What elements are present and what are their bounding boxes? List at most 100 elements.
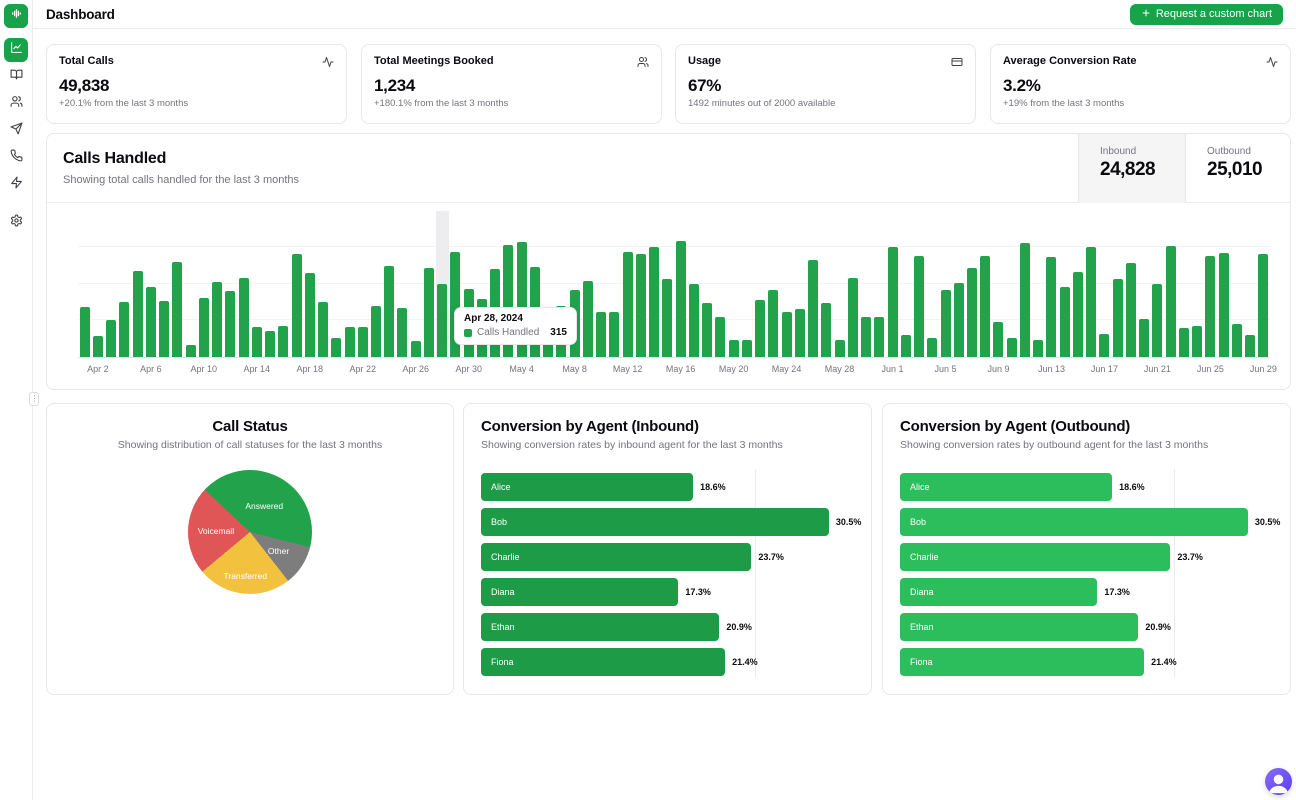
calls-bar[interactable]	[397, 308, 408, 357]
calls-bar[interactable]	[1205, 256, 1216, 357]
calls-bar[interactable]	[1165, 246, 1176, 357]
calls-bar[interactable]	[1245, 335, 1256, 357]
calls-bar[interactable]	[980, 255, 991, 357]
calls-bar[interactable]	[357, 326, 368, 357]
tab-inbound[interactable]: Inbound 24,828	[1078, 134, 1185, 203]
calls-bar[interactable]	[821, 303, 832, 357]
calls-bar[interactable]	[1112, 278, 1123, 357]
calls-bar[interactable]	[212, 281, 223, 357]
agent-bar[interactable]: Bob	[481, 508, 829, 536]
calls-bar[interactable]	[1125, 263, 1136, 357]
calls-bar[interactable]	[278, 325, 289, 357]
calls-bar[interactable]	[794, 309, 805, 357]
sidebar-item-knowledge[interactable]	[4, 65, 28, 89]
calls-bar[interactable]	[768, 290, 779, 357]
calls-bar[interactable]	[1218, 252, 1229, 357]
calls-bar[interactable]	[437, 283, 448, 357]
calls-bar[interactable]	[384, 266, 395, 357]
calls-bar[interactable]	[516, 241, 527, 357]
calls-bar[interactable]	[755, 300, 766, 357]
calls-bar[interactable]	[953, 283, 964, 357]
agent-bar[interactable]: Fiona	[481, 648, 726, 676]
calls-bar[interactable]	[781, 311, 792, 357]
agent-bar[interactable]: Fiona	[900, 648, 1145, 676]
calls-bar[interactable]	[596, 312, 607, 357]
calls-bar[interactable]	[225, 290, 236, 357]
calls-bar[interactable]	[1258, 253, 1269, 357]
sidebar-item-calls[interactable]	[4, 146, 28, 170]
calls-bar[interactable]	[622, 252, 633, 357]
calls-bar[interactable]	[874, 317, 885, 357]
calls-bar[interactable]	[344, 326, 355, 357]
calls-bar[interactable]	[371, 305, 381, 357]
calls-bar[interactable]	[1178, 327, 1189, 357]
agent-bar[interactable]: Alice	[481, 473, 694, 501]
calls-bar[interactable]	[318, 301, 329, 357]
calls-bar[interactable]	[635, 254, 646, 357]
calls-bar[interactable]	[741, 339, 752, 357]
calls-bar[interactable]	[702, 303, 713, 357]
calls-bar[interactable]	[1019, 243, 1030, 357]
calls-bar[interactable]	[331, 337, 342, 357]
calls-bar[interactable]	[675, 241, 686, 357]
agent-bar[interactable]: Ethan	[481, 613, 720, 641]
calls-bar[interactable]	[185, 344, 196, 357]
sidebar-item-automations[interactable]	[4, 173, 28, 197]
agent-bar[interactable]: Diana	[900, 578, 1098, 606]
calls-bar[interactable]	[119, 301, 130, 357]
sidebar-item-agents[interactable]	[4, 92, 28, 116]
tab-outbound[interactable]: Outbound 25,010	[1185, 134, 1292, 203]
agent-bar[interactable]: Alice	[900, 473, 1113, 501]
agent-bar[interactable]: Bob	[900, 508, 1248, 536]
calls-bar[interactable]	[92, 336, 103, 357]
agent-bar[interactable]: Charlie	[481, 543, 752, 571]
sidebar-resize-handle[interactable]: ⋮	[29, 392, 39, 406]
calls-bar[interactable]	[582, 280, 593, 357]
calls-bar[interactable]	[1033, 340, 1044, 357]
calls-bar[interactable]	[861, 317, 872, 357]
calls-bar[interactable]	[423, 267, 434, 357]
calls-bar[interactable]	[265, 330, 276, 357]
calls-bar[interactable]	[1059, 286, 1070, 357]
calls-bar[interactable]	[238, 277, 249, 357]
calls-bar[interactable]	[900, 334, 911, 357]
calls-bar[interactable]	[251, 326, 262, 357]
sidebar-item-campaigns[interactable]	[4, 119, 28, 143]
calls-bar[interactable]	[410, 340, 421, 357]
calls-bar[interactable]	[1139, 319, 1150, 357]
calls-bar[interactable]	[1046, 257, 1057, 357]
calls-bar[interactable]	[291, 253, 302, 357]
calls-bar[interactable]	[808, 259, 819, 357]
calls-bar[interactable]	[172, 261, 183, 357]
calls-bar[interactable]	[662, 278, 673, 357]
calls-bar[interactable]	[145, 287, 156, 357]
sidebar-item-settings[interactable]	[4, 211, 28, 235]
calls-bar[interactable]	[304, 273, 315, 357]
calls-bar[interactable]	[503, 244, 514, 357]
calls-bar[interactable]	[967, 268, 977, 357]
calls-bar[interactable]	[887, 247, 898, 357]
calls-bar[interactable]	[1099, 333, 1110, 357]
calls-bar[interactable]	[609, 312, 620, 357]
calls-bar[interactable]	[1152, 284, 1163, 357]
calls-bar[interactable]	[728, 339, 739, 357]
calls-bar[interactable]	[940, 290, 951, 357]
sidebar-item-dashboard[interactable]	[4, 38, 28, 62]
calls-bar[interactable]	[688, 284, 699, 357]
calls-bar[interactable]	[993, 322, 1004, 357]
agent-bar[interactable]: Diana	[481, 578, 679, 606]
calls-bar[interactable]	[198, 297, 209, 357]
calls-bar[interactable]	[1072, 271, 1083, 357]
calls-bar[interactable]	[159, 301, 170, 357]
calls-bar[interactable]	[847, 278, 858, 357]
request-custom-chart-button[interactable]: Request a custom chart	[1129, 3, 1283, 25]
app-logo[interactable]	[4, 4, 28, 28]
calls-bar[interactable]	[834, 340, 845, 357]
calls-bar[interactable]	[715, 317, 726, 357]
calls-bar[interactable]	[132, 270, 143, 357]
calls-bar[interactable]	[927, 337, 938, 357]
calls-bar[interactable]	[79, 306, 90, 357]
agent-bar[interactable]: Charlie	[900, 543, 1171, 571]
calls-bar[interactable]	[450, 251, 461, 357]
call-status-pie-chart[interactable]	[188, 470, 312, 594]
